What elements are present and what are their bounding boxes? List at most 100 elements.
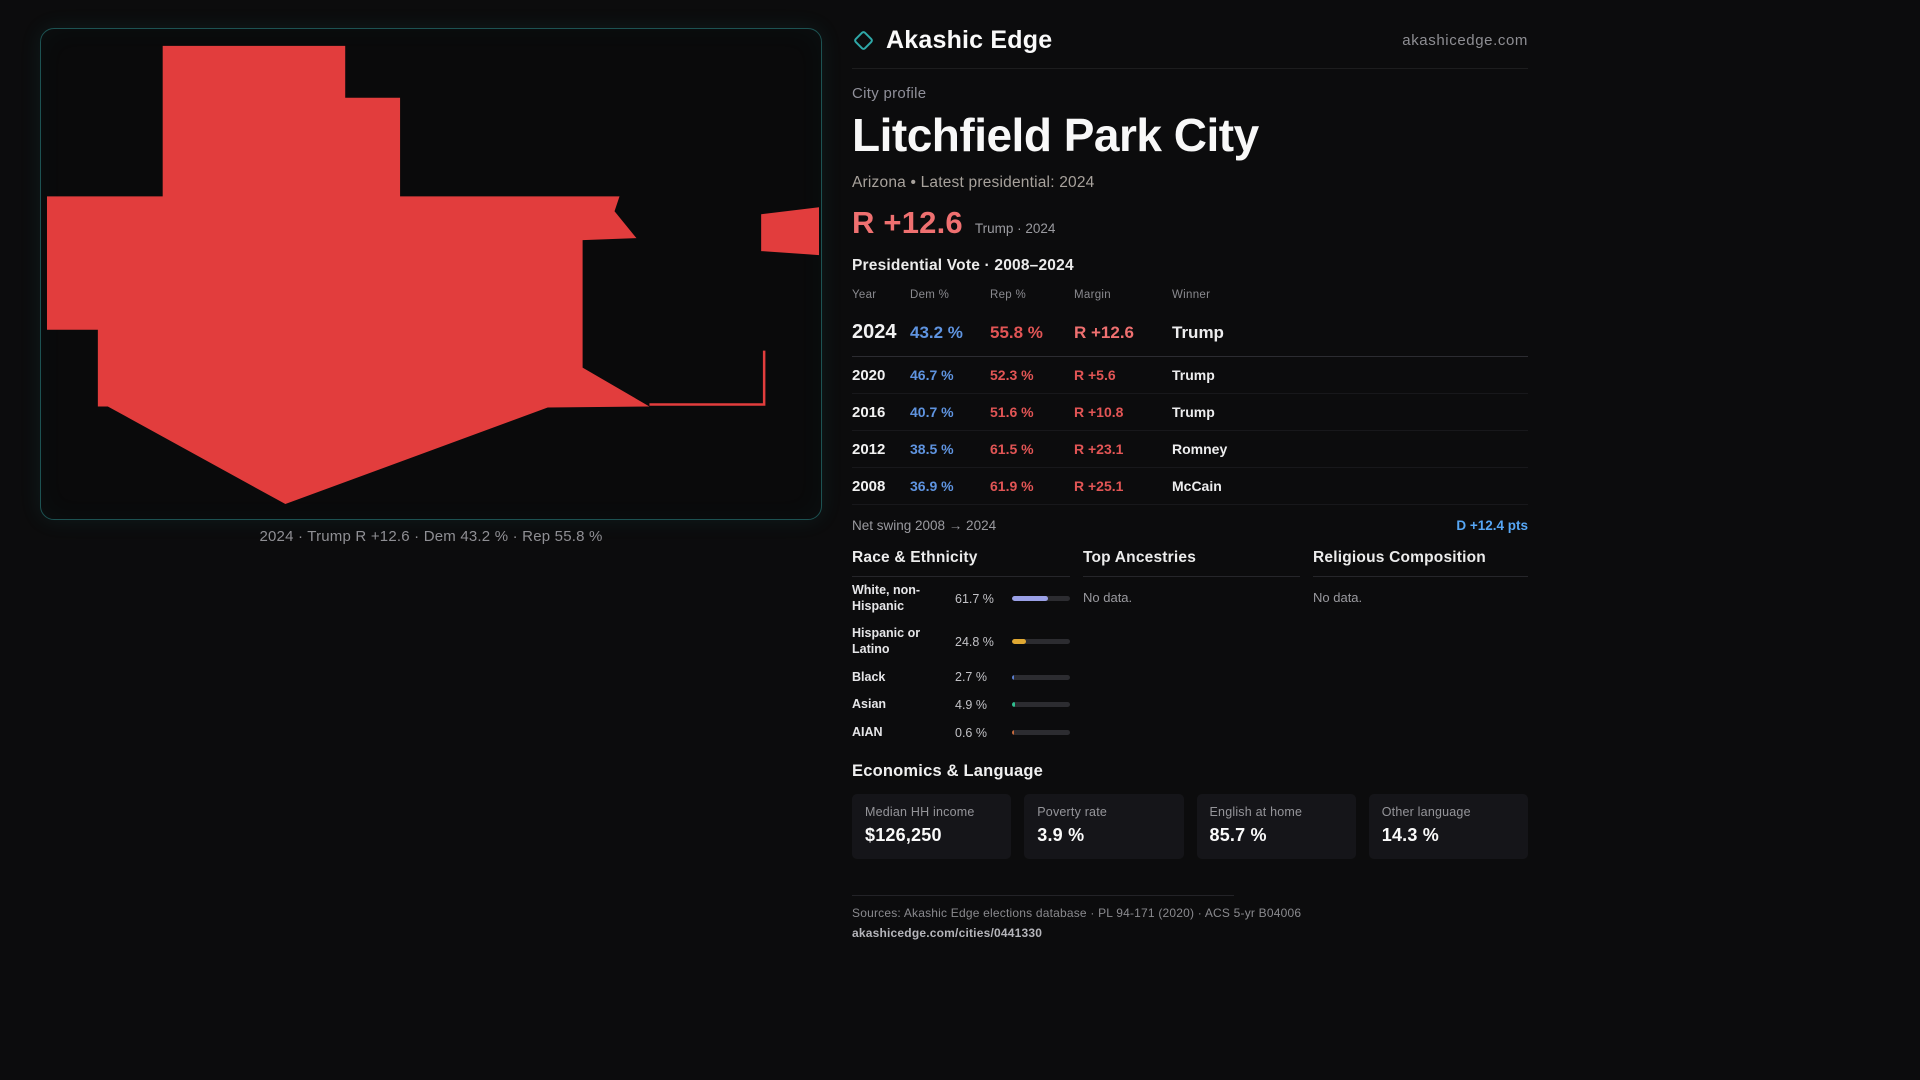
- stat-card: English at home 85.7 %: [1196, 794, 1356, 860]
- top-ancestries-section: Top Ancestries No data.: [1083, 549, 1300, 746]
- race-row: AIAN 0.6 %: [852, 719, 1070, 747]
- vote-year: 2012: [852, 440, 886, 458]
- race-label: AIAN: [852, 724, 883, 739]
- stat-label: English at home: [1209, 805, 1303, 820]
- permalink[interactable]: akashicedge.com/cities/0441330: [852, 926, 1043, 941]
- col-dem: Dem %: [910, 289, 950, 301]
- city-map-panel: [40, 28, 822, 520]
- vote-year: 2020: [852, 366, 886, 384]
- race-rows: White, non-Hispanic 61.7 % Hispanic or Lat…: [852, 577, 1070, 746]
- race-label: White, non-Hispanic: [852, 583, 921, 613]
- brand: Akashic Edge: [852, 26, 1052, 55]
- vote-row-2020: 2020 46.7 % 52.3 % R +5.6 Trump: [852, 357, 1528, 394]
- col-margin: Margin: [1074, 289, 1111, 301]
- race-bar-fill: [1012, 639, 1027, 645]
- headline-margin-row: R +12.6 Trump · 2024: [852, 205, 1528, 241]
- race-value: 24.8 %: [955, 634, 994, 649]
- col-year: Year: [852, 289, 877, 301]
- race-bar-fill: [1012, 674, 1014, 680]
- vote-dem: 40.7 %: [910, 403, 954, 420]
- stat-card: Other language 14.3 %: [1368, 794, 1528, 860]
- page-title: Litchfield Park City: [852, 109, 1259, 161]
- brand-diamond-icon: [852, 29, 875, 52]
- city-boundary-sliver: [649, 350, 766, 406]
- vote-table-rows: 2024 43.2 % 55.8 % R +12.6 Trump 2020 46.7 % 52…: [852, 309, 1528, 505]
- stat-card: Poverty rate 3.9 %: [1024, 794, 1184, 860]
- race-value: 61.7 %: [955, 591, 994, 606]
- net-swing-value: D +12.4 pts: [1456, 518, 1528, 533]
- stat-card: Median HH income $126,250: [852, 794, 1012, 860]
- vote-dem: 43.2 %: [910, 323, 963, 342]
- race-label: Hispanic or Latino: [852, 626, 921, 656]
- vote-dem: 38.5 %: [910, 440, 954, 457]
- race-row: Hispanic or Latino 24.8 %: [852, 620, 1070, 663]
- vote-table-header: Year Dem % Rep % Margin Winner: [852, 289, 1528, 309]
- profile-panel: Akashic Edge akashicedge.com City profil…: [852, 26, 1528, 942]
- kicker: City profile: [852, 85, 927, 102]
- vote-year: 2008: [852, 477, 886, 495]
- vote-rep: 51.6 %: [990, 403, 1034, 420]
- headline-note: Trump · 2024: [974, 221, 1056, 236]
- site-domain-link[interactable]: akashicedge.com: [1402, 32, 1528, 49]
- race-row: Black 2.7 %: [852, 664, 1070, 692]
- vote-rep: 55.8 %: [990, 323, 1043, 342]
- stat-value: 85.7 %: [1209, 825, 1267, 846]
- race-bar: [1012, 596, 1070, 602]
- stat-label: Poverty rate: [1037, 805, 1108, 820]
- col-winner: Winner: [1172, 289, 1211, 301]
- brand-name: Akashic Edge: [886, 26, 1053, 54]
- religion-section: Religious Composition No data.: [1313, 549, 1528, 746]
- vote-year: 2024: [852, 321, 897, 343]
- vote-table-title: Presidential Vote · 2008–2024: [852, 257, 1074, 274]
- race-row: White, non-Hispanic 61.7 %: [852, 577, 1070, 620]
- economics-title: Economics & Language: [852, 762, 1044, 781]
- city-boundary-main: [46, 45, 650, 505]
- demographics: Race & Ethnicity White, non-Hispanic 61.7…: [852, 549, 1528, 746]
- net-swing-label: Net swing 2008 → 2024: [852, 518, 997, 533]
- race-ethnicity-title: Race & Ethnicity: [852, 549, 1070, 577]
- city-boundary-exclave: [761, 207, 820, 256]
- city-map: [46, 45, 820, 505]
- race-value: 0.6 %: [955, 725, 987, 740]
- vote-margin: R +23.1: [1074, 440, 1124, 457]
- vote-row-2008: 2008 36.9 % 61.9 % R +25.1 McCain: [852, 468, 1528, 505]
- race-value: 2.7 %: [955, 670, 987, 685]
- race-label: Black: [852, 669, 886, 684]
- race-label: Asian: [852, 697, 887, 712]
- vote-margin: R +12.6: [1074, 323, 1135, 342]
- vote-year: 2016: [852, 403, 886, 421]
- footer-divider: [852, 895, 1234, 897]
- vote-rep: 52.3 %: [990, 366, 1034, 383]
- map-caption: 2024 · Trump R +12.6 · Dem 43.2 % · Rep …: [259, 528, 603, 545]
- stat-label: Median HH income: [865, 805, 975, 820]
- col-rep: Rep %: [990, 289, 1027, 301]
- race-bar-fill: [1012, 596, 1048, 602]
- sources: Sources: Akashic Edge elections database…: [852, 906, 1302, 921]
- vote-row-2012: 2012 38.5 % 61.5 % R +23.1 Romney: [852, 431, 1528, 468]
- vote-rep: 61.5 %: [990, 440, 1034, 457]
- vote-margin: R +10.8: [1074, 403, 1124, 420]
- net-swing-row: Net swing 2008 → 2024 D +12.4 pts: [852, 507, 1528, 537]
- vote-margin: R +25.1: [1074, 477, 1124, 494]
- top-ancestries-title: Top Ancestries: [1083, 549, 1300, 577]
- race-ethnicity-section: Race & Ethnicity White, non-Hispanic 61.7…: [852, 549, 1070, 746]
- stat-cards: Median HH income $126,250 Poverty rate 3.9 …: [852, 794, 1528, 860]
- vote-dem: 36.9 %: [910, 477, 954, 494]
- vote-winner: McCain: [1172, 477, 1222, 494]
- vote-winner: Trump: [1172, 323, 1224, 342]
- race-bar: [1012, 639, 1070, 645]
- race-bar: [1012, 674, 1070, 680]
- vote-dem: 46.7 %: [910, 366, 954, 383]
- race-bar: [1012, 702, 1070, 708]
- race-value: 4.9 %: [955, 697, 987, 712]
- vote-margin: R +5.6: [1074, 366, 1116, 383]
- stat-value: 3.9 %: [1037, 825, 1085, 846]
- footer: Sources: Akashic Edge elections database…: [852, 895, 1528, 942]
- vote-winner: Trump: [1172, 366, 1215, 383]
- race-row: Asian 4.9 %: [852, 691, 1070, 719]
- vote-row-2024: 2024 43.2 % 55.8 % R +12.6 Trump: [852, 309, 1528, 357]
- stat-value: 14.3 %: [1381, 825, 1439, 846]
- vote-rep: 61.9 %: [990, 477, 1034, 494]
- stat-value: $126,250: [865, 825, 942, 846]
- race-bar-fill: [1012, 702, 1015, 708]
